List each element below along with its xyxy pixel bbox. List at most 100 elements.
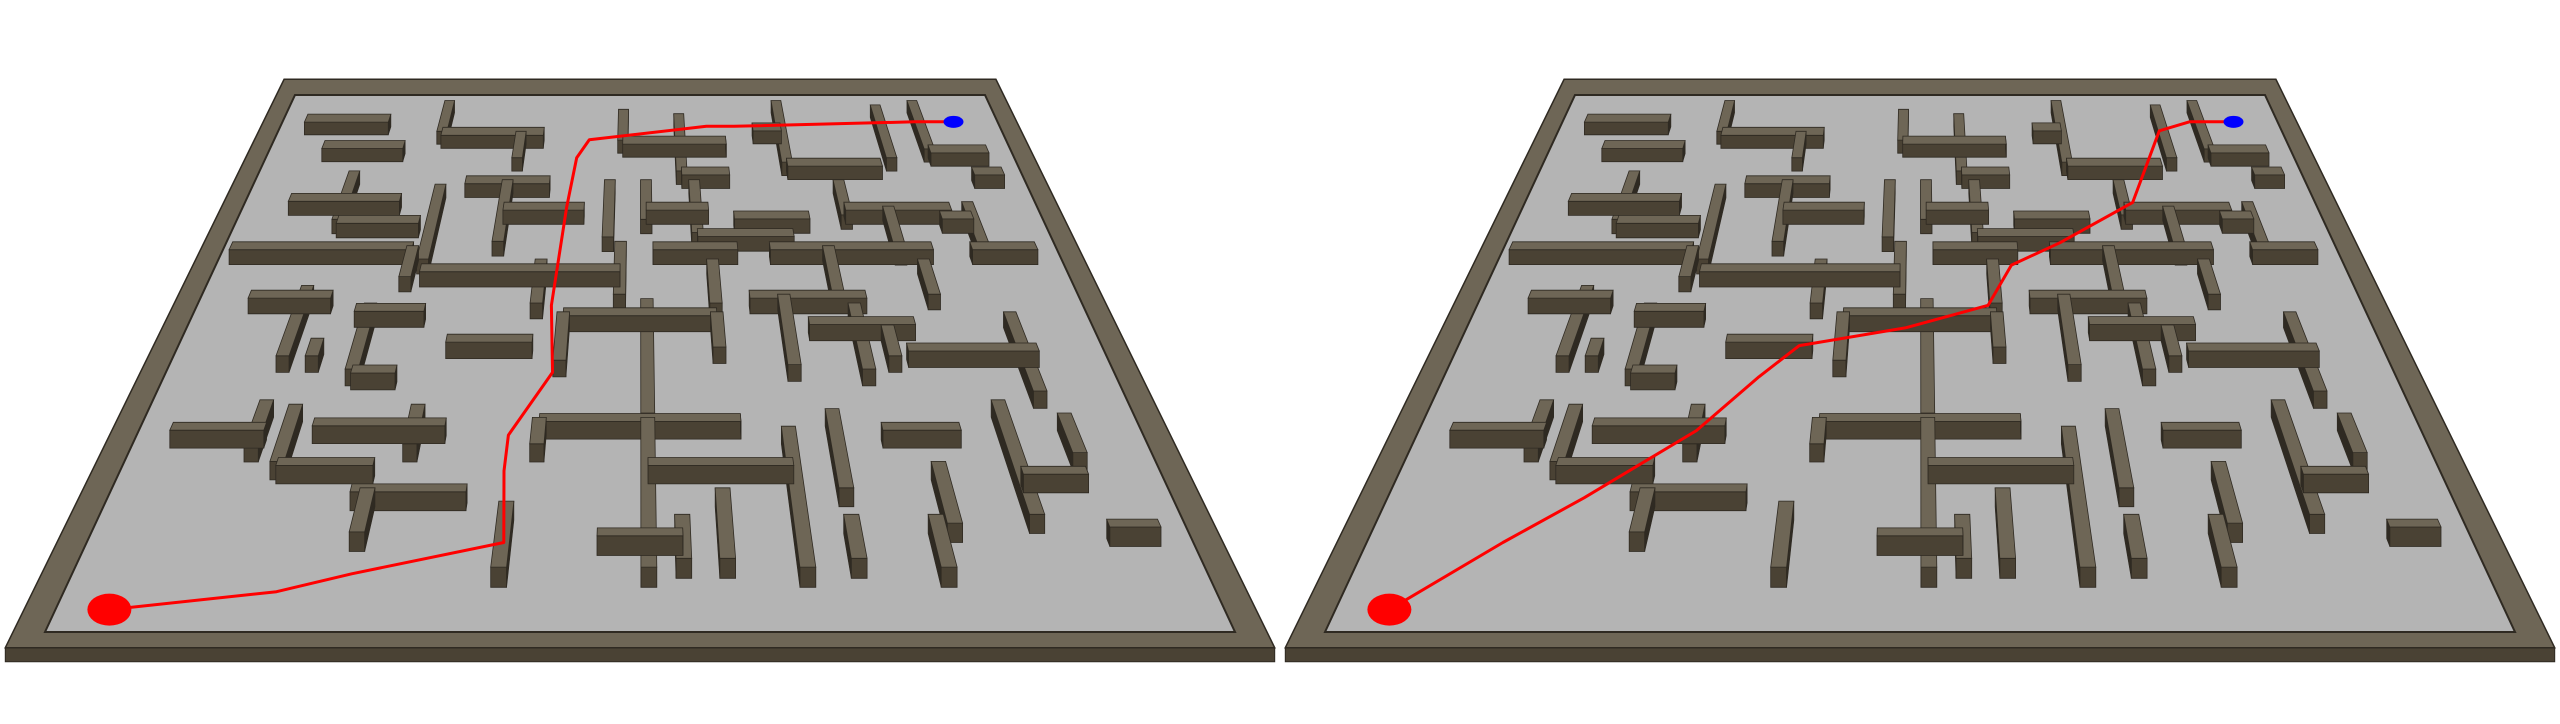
maze-wall-face (851, 558, 867, 578)
maze-wall-top (681, 167, 729, 175)
maze-wall-face (2033, 131, 2061, 144)
maze-wall-top (336, 215, 420, 223)
maze-wall-face (305, 356, 318, 373)
maze-wall-top (1726, 334, 1813, 342)
start-marker-icon (1367, 594, 1411, 626)
maze-wall-face (2211, 153, 2269, 166)
maze-wall-face (653, 250, 738, 265)
maze-wall-face (1509, 250, 1692, 265)
maze-wall-top (1450, 422, 1547, 430)
maze-wall-face (889, 356, 902, 373)
maze-wall-face (909, 351, 1040, 368)
maze-wall-top (1933, 242, 2018, 250)
maze-wall-top (2032, 123, 2061, 131)
maze-wall-top (503, 202, 585, 210)
maze-wall-face (1833, 360, 1846, 377)
maze-wall-top (749, 290, 867, 298)
maze-wall-top (276, 458, 375, 466)
maze-wall-face (288, 201, 399, 215)
maze-wall-face (1033, 391, 1047, 408)
maze-wall-face (539, 421, 741, 439)
right-maze (1285, 79, 2554, 661)
maze-wall-face (1568, 201, 1679, 215)
maze-wall-face (1556, 465, 1653, 484)
maze-wall-top (420, 264, 621, 272)
maze-wall-top (928, 145, 989, 153)
maze-wall-face (1634, 311, 1704, 327)
maze-wall-face (2390, 527, 2441, 547)
maze-wall-top (1721, 127, 1824, 135)
maze-wall-face (441, 135, 543, 148)
maze-wall-top (2187, 343, 2320, 351)
maze-wall-face (349, 532, 365, 552)
maze-wall-face (1584, 122, 1668, 135)
maze-wall-top (1810, 417, 1827, 443)
maze-wall-face (1023, 474, 1088, 493)
maze-wall-face (492, 241, 504, 256)
maze-wall-face (1993, 347, 2006, 364)
maze-wall-face (770, 250, 933, 265)
maze-wall-top (288, 193, 401, 201)
maze-wall-face (1679, 277, 1691, 292)
maze-wall-face (420, 272, 621, 287)
maze-wall-top (646, 202, 708, 210)
maze-wall-top (2387, 519, 2441, 527)
maze-wall-face (753, 131, 781, 144)
maze-wall-top (229, 242, 414, 250)
maze-wall-face (229, 250, 412, 265)
maze-wall-face (354, 311, 424, 327)
maze-wall-top (354, 303, 426, 311)
maze-wall-face (399, 277, 411, 292)
maze-wall-top (539, 414, 741, 422)
maze-wall-top (530, 417, 547, 443)
maze-wall-top (351, 365, 397, 373)
maze-wall-face (1903, 144, 2007, 157)
maze-wall-face (170, 430, 264, 448)
maze-wall-top (312, 418, 446, 426)
maze-wall-top (1631, 365, 1677, 373)
maze-wall-face (336, 223, 418, 238)
maze-wall-face (2255, 175, 2285, 189)
maze-wall-face (2090, 325, 2196, 341)
maze-wall-face (1556, 356, 1569, 373)
maze-wall-face (1933, 250, 2018, 265)
maze-wall-face (646, 210, 708, 224)
maze-wall-face (1450, 430, 1544, 448)
maze-wall-face (312, 426, 445, 444)
maze-wall-face (602, 237, 614, 252)
maze-wall-top (2014, 211, 2090, 219)
maze-wall-face (1631, 373, 1676, 390)
maze-wall-face (973, 250, 1038, 265)
maze-wall-face (248, 298, 331, 314)
maze-wall-top (844, 202, 952, 210)
maze-wall-top (1898, 109, 1909, 140)
maze-wall-top (2220, 211, 2254, 219)
maze-wall-face (491, 567, 507, 587)
maze-wall-face (2313, 391, 2327, 408)
maze-wall-face (1602, 149, 1683, 162)
maze-wall-top (1877, 528, 1963, 536)
maze-wall-top (972, 167, 1005, 175)
maze-wall-top (2252, 167, 2285, 175)
maze-wall-top (1961, 167, 2009, 175)
maze-wall-face (941, 567, 957, 587)
maze-wall-face (1585, 356, 1598, 373)
maze-wall-top (1602, 141, 1685, 149)
maze-wall-top (1977, 229, 2074, 237)
goal-marker-icon (2224, 116, 2244, 128)
maze-wall-face (1783, 210, 1864, 224)
maze-wall-top (1634, 303, 1706, 311)
maze-wall-top (623, 136, 727, 144)
maze-wall-top (1528, 290, 1613, 298)
maze-wall-face (597, 536, 683, 556)
maze-wall-face (2189, 351, 2320, 368)
maze-wall-face (641, 567, 657, 587)
maze-wall-face (1700, 272, 1901, 287)
maze-wall-top (2250, 242, 2318, 250)
maze-wall-face (648, 465, 794, 484)
maze-wall-face (1772, 241, 1784, 256)
maze-wall-top (2301, 466, 2369, 474)
maze-wall-top (602, 180, 615, 237)
maze-wall-face (2169, 356, 2182, 373)
